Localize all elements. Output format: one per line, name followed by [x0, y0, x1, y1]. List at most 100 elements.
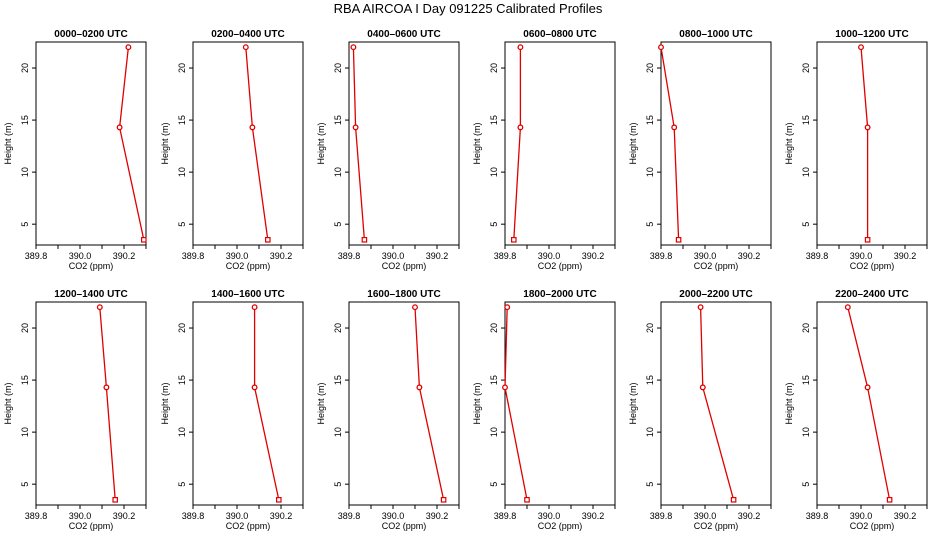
y-axis-label: Height (m): [472, 382, 482, 424]
data-point: [242, 44, 249, 51]
y-tick-label: 20: [177, 63, 187, 73]
y-tick-label: 15: [645, 375, 655, 385]
x-tick-label: 389.8: [25, 251, 48, 261]
data-point: [265, 236, 271, 243]
y-tick-label: 5: [333, 222, 343, 227]
panel-title: 1000–1200 UTC: [835, 29, 908, 40]
y-axis-label: Height (m): [472, 122, 482, 164]
x-tick-label: 389.8: [494, 511, 517, 521]
y-tick-label: 10: [645, 167, 655, 177]
y-tick-label: 15: [489, 115, 499, 125]
x-tick-label: 390.0: [538, 251, 561, 261]
y-tick-label: 15: [177, 115, 187, 125]
profile-line: [660, 47, 680, 240]
x-axis-label: CO2 (ppm): [694, 521, 739, 531]
data-point: [517, 124, 524, 131]
x-axis-label: CO2 (ppm): [69, 521, 114, 531]
x-tick-label: 389.8: [182, 511, 205, 521]
y-tick-label: 20: [20, 323, 30, 333]
y-tick-label: 5: [177, 482, 187, 487]
y-tick-label: 5: [645, 222, 655, 227]
data-point: [96, 304, 103, 311]
profile-line: [352, 47, 366, 240]
profile-line: [860, 47, 869, 240]
y-tick-label: 10: [20, 427, 30, 437]
data-point: [251, 384, 258, 391]
panel-5: 0800–1000 UTC 389.8 390.0 390.2 5 10 15 20 CO2 (…: [628, 29, 772, 271]
x-tick-label: 390.0: [850, 511, 873, 521]
y-axis-label: Height (m): [160, 122, 170, 164]
x-tick-label: 389.8: [338, 251, 361, 261]
panel-6: 1000–1200 UTC 389.8 390.0 390.2 5 10 15 20 CO2 (…: [784, 29, 928, 271]
y-tick-label: 10: [177, 167, 187, 177]
x-tick-label: 390.2: [738, 511, 761, 521]
data-point: [276, 496, 282, 503]
data-point: [864, 236, 871, 243]
y-tick-label: 15: [801, 115, 811, 125]
y-tick-label: 20: [645, 323, 655, 333]
y-tick-label: 10: [333, 167, 343, 177]
y-tick-label: 15: [333, 375, 343, 385]
y-tick-label: 10: [177, 427, 187, 437]
data-point: [361, 236, 368, 243]
y-tick-label: 15: [645, 115, 655, 125]
y-tick-label: 5: [801, 222, 811, 227]
x-tick-label: 390.2: [113, 251, 136, 261]
profile-line: [253, 307, 280, 500]
data-point: [864, 384, 871, 391]
profile-line: [699, 307, 735, 500]
plot-frame: [660, 301, 772, 506]
y-tick-label: 20: [20, 63, 30, 73]
plot-frame: [816, 41, 928, 246]
y-tick-label: 15: [177, 375, 187, 385]
figure-title: RBA AIRCOA I Day 091225 Calibrated Profi…: [333, 1, 603, 16]
data-point: [116, 124, 123, 131]
plot-frame: [660, 41, 772, 246]
x-tick-label: 389.8: [806, 251, 829, 261]
x-axis-label: CO2 (ppm): [226, 261, 271, 271]
plot-frame: [348, 301, 460, 506]
y-tick-label: 15: [20, 375, 30, 385]
x-tick-label: 389.8: [494, 251, 517, 261]
x-tick-label: 390.2: [270, 511, 293, 521]
profile-line: [99, 307, 116, 500]
y-tick-label: 5: [645, 482, 655, 487]
panel-title: 0000–0200 UTC: [54, 29, 127, 40]
x-tick-label: 390.2: [113, 511, 136, 521]
y-tick-label: 5: [489, 222, 499, 227]
profile-line: [504, 307, 528, 500]
y-axis-label: Height (m): [316, 122, 326, 164]
data-point: [141, 236, 147, 243]
data-point: [886, 496, 893, 503]
data-point: [864, 124, 871, 131]
plot-frame: [816, 301, 928, 506]
y-tick-label: 5: [801, 482, 811, 487]
panel-title: 1800–2000 UTC: [523, 289, 596, 300]
panel-3: 0400–0600 UTC 389.8 390.0 390.2 5 10 15 20 CO2 (…: [316, 29, 460, 271]
y-tick-label: 5: [20, 482, 30, 487]
profile-line: [847, 307, 891, 500]
y-tick-label: 20: [333, 63, 343, 73]
x-axis-label: CO2 (ppm): [226, 521, 271, 531]
y-tick-label: 10: [801, 427, 811, 437]
data-point: [511, 236, 517, 243]
panel-title: 2200–2400 UTC: [835, 289, 908, 300]
panel-10: 1800–2000 UTC 389.8 390.0 390.2 5 10 15 20 CO2 (…: [472, 289, 616, 531]
profile-line: [118, 47, 145, 240]
panel-title: 1200–1400 UTC: [54, 289, 127, 300]
panel-title: 1600–1800 UTC: [367, 289, 440, 300]
x-axis-label: CO2 (ppm): [538, 261, 583, 271]
panel-1: 0000–0200 UTC 389.8 390.0 390.2 5 10 15 20 CO2 (…: [3, 29, 147, 271]
y-tick-label: 5: [177, 222, 187, 227]
x-tick-label: 390.0: [694, 511, 717, 521]
y-tick-label: 15: [20, 115, 30, 125]
data-point: [658, 44, 664, 51]
panel-title: 0200–0400 UTC: [211, 29, 284, 40]
plot-frame: [192, 41, 304, 246]
x-tick-label: 390.2: [582, 251, 605, 261]
y-tick-label: 10: [20, 167, 30, 177]
y-tick-label: 10: [645, 427, 655, 437]
x-axis-label: CO2 (ppm): [382, 521, 427, 531]
y-tick-label: 10: [333, 427, 343, 437]
data-point: [675, 236, 682, 243]
